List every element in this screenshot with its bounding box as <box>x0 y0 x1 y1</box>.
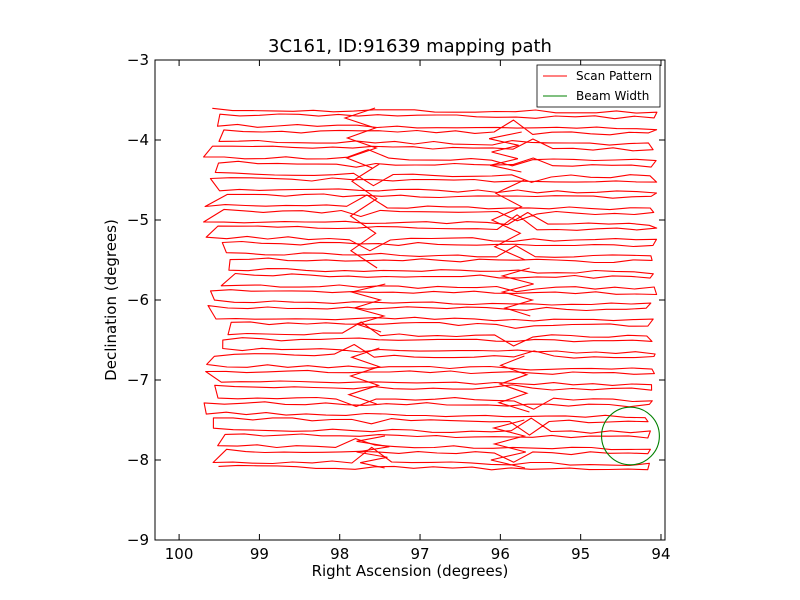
scan-zigzag-segment <box>343 107 378 169</box>
beam-width-circle <box>601 406 660 466</box>
plot-background <box>155 60 665 540</box>
y-axis: −3 −4 −5 −6 −7 −8 −9 <box>127 51 665 549</box>
scan-zigzag-segment <box>349 283 386 333</box>
y-tick-label: −7 <box>127 371 149 389</box>
y-tick-label: −3 <box>127 51 149 69</box>
y-tick-label: −5 <box>127 211 149 229</box>
scan-zigzag-segment <box>490 419 527 469</box>
scan-pattern-line <box>203 107 658 471</box>
x-tick-label: 96 <box>491 545 510 563</box>
scan-zigzag-segment <box>349 163 380 269</box>
scan-zigzag-segment <box>347 347 382 405</box>
x-tick-label: 100 <box>165 545 194 563</box>
x-tick-label: 95 <box>571 545 590 563</box>
scan-zigzag-segment <box>500 267 535 317</box>
legend-box <box>536 64 661 108</box>
chart-title: 3C161, ID:91639 mapping path <box>268 36 552 57</box>
x-axis: 100 99 98 97 96 95 94 <box>165 60 671 563</box>
y-tick-label: −6 <box>127 291 149 309</box>
beam-width-layer <box>601 406 660 466</box>
y-tick-label: −8 <box>127 451 149 469</box>
scan-zigzag-segment <box>488 131 522 173</box>
legend-scan-label: Scan Pattern <box>576 69 652 83</box>
scan-zigzag-segment <box>356 435 390 469</box>
scan-zigzag-segment <box>490 179 526 261</box>
x-tick-label: 97 <box>410 545 429 563</box>
x-axis-label: Right Ascension (degrees) <box>312 562 509 580</box>
scan-zigzag-segment <box>497 355 530 413</box>
y-tick-label: −9 <box>127 531 149 549</box>
y-axis-label: Declination (degrees) <box>102 219 120 381</box>
x-tick-label: 94 <box>651 545 670 563</box>
y-tick-label: −4 <box>127 131 149 149</box>
scan-pattern-layer <box>203 107 658 471</box>
x-tick-label: 98 <box>330 545 349 563</box>
legend-beam-label: Beam Width <box>576 89 649 103</box>
legend: Scan Pattern Beam Width <box>536 64 661 108</box>
x-tick-label: 99 <box>250 545 269 563</box>
plot-area <box>154 59 666 541</box>
